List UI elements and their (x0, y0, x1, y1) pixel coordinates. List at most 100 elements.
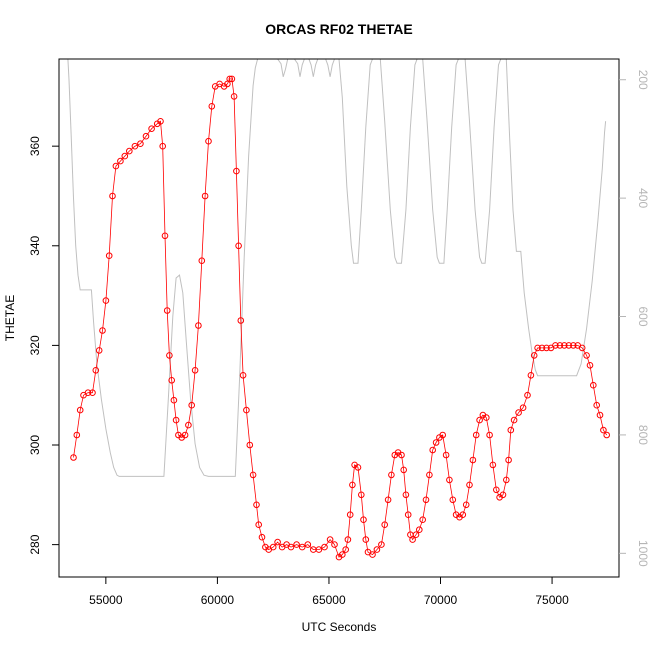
data-point (503, 476, 510, 484)
chart-title: ORCAS RF02 THETAE (265, 21, 413, 37)
data-point (565, 342, 573, 349)
data-point (349, 481, 356, 489)
data-point (583, 352, 590, 359)
data-point (439, 431, 447, 439)
data-point (166, 352, 173, 359)
data-point (298, 543, 306, 551)
data-point (400, 466, 408, 474)
data-point (466, 481, 473, 489)
data-point (593, 401, 601, 409)
data-point (507, 426, 515, 434)
data-point (360, 516, 367, 524)
data-point (472, 431, 480, 439)
data-point (95, 347, 103, 354)
data-point (419, 516, 427, 524)
data-point (561, 342, 568, 349)
data-point (258, 533, 266, 541)
data-point (600, 426, 607, 434)
data-point (449, 496, 457, 504)
data-point (159, 142, 166, 150)
data-point (253, 501, 260, 509)
data-point (469, 456, 477, 464)
data-point (126, 147, 133, 155)
data-point (543, 344, 550, 352)
data-point (412, 531, 420, 539)
data-point (246, 441, 254, 449)
secondary-series-line (67, 59, 607, 477)
data-point (195, 322, 202, 329)
data-point (519, 404, 527, 412)
data-point (552, 342, 559, 349)
data-point (499, 491, 507, 499)
data-point (168, 377, 175, 384)
data-point (402, 491, 410, 499)
data-point (198, 257, 206, 265)
data-point (586, 362, 594, 369)
data-point (459, 511, 467, 519)
data-point (339, 551, 346, 558)
data-point (99, 327, 106, 334)
data-point (121, 152, 129, 160)
data-point (117, 157, 124, 165)
data-point (596, 411, 604, 419)
data-point (489, 461, 497, 469)
data-point (142, 132, 150, 140)
data-point (530, 352, 538, 359)
data-point (105, 252, 113, 259)
data-point (515, 409, 522, 416)
data-point (578, 344, 586, 352)
y2-tick-label: 200 (636, 70, 650, 90)
data-point (226, 75, 233, 83)
data-point (315, 546, 323, 553)
data-point (358, 491, 365, 499)
x-tick-label: 65000 (312, 593, 346, 607)
data-point (446, 476, 453, 484)
data-point (429, 446, 437, 454)
data-point (89, 389, 96, 397)
data-point (510, 416, 518, 424)
data-point (326, 536, 334, 543)
data-point (255, 521, 263, 529)
data-point (354, 464, 362, 471)
x-tick-label: 55000 (89, 593, 123, 607)
data-point (505, 456, 512, 464)
data-point (188, 401, 195, 409)
data-point (102, 297, 110, 304)
data-point (172, 416, 180, 424)
y-tick-label: 360 (28, 136, 42, 156)
data-point (239, 372, 247, 379)
x-tick-label: 70000 (424, 593, 458, 607)
data-point (148, 125, 155, 132)
data-point (287, 543, 295, 551)
data-point (409, 536, 416, 543)
data-point (384, 496, 392, 504)
data-point (131, 142, 139, 150)
y2-tick-label: 600 (636, 307, 650, 327)
data-point (556, 342, 564, 349)
data-point (590, 381, 597, 389)
data-point (181, 431, 189, 439)
data-point (570, 342, 577, 349)
data-point (274, 538, 281, 546)
data-point (346, 511, 354, 519)
y-tick-label: 320 (28, 335, 42, 355)
plot-layer: 55000 60000 65000 70000 75000 280 300 320 340 360… (28, 58, 650, 607)
data-point (534, 344, 541, 352)
data-point (422, 496, 430, 504)
data-point (493, 486, 500, 494)
plot-frame (58, 58, 620, 578)
data-point (321, 543, 328, 551)
x-tick-label: 75000 (535, 593, 569, 607)
data-point (269, 543, 277, 551)
y-tick-label: 280 (28, 534, 42, 554)
data-point (84, 389, 92, 397)
data-point (208, 103, 216, 110)
data-point (228, 75, 236, 83)
data-point (230, 93, 238, 100)
data-point (331, 541, 338, 548)
data-point (342, 546, 350, 553)
y-tick-label: 340 (28, 235, 42, 255)
data-point (486, 431, 493, 439)
y2-tick-label: 800 (636, 425, 650, 445)
